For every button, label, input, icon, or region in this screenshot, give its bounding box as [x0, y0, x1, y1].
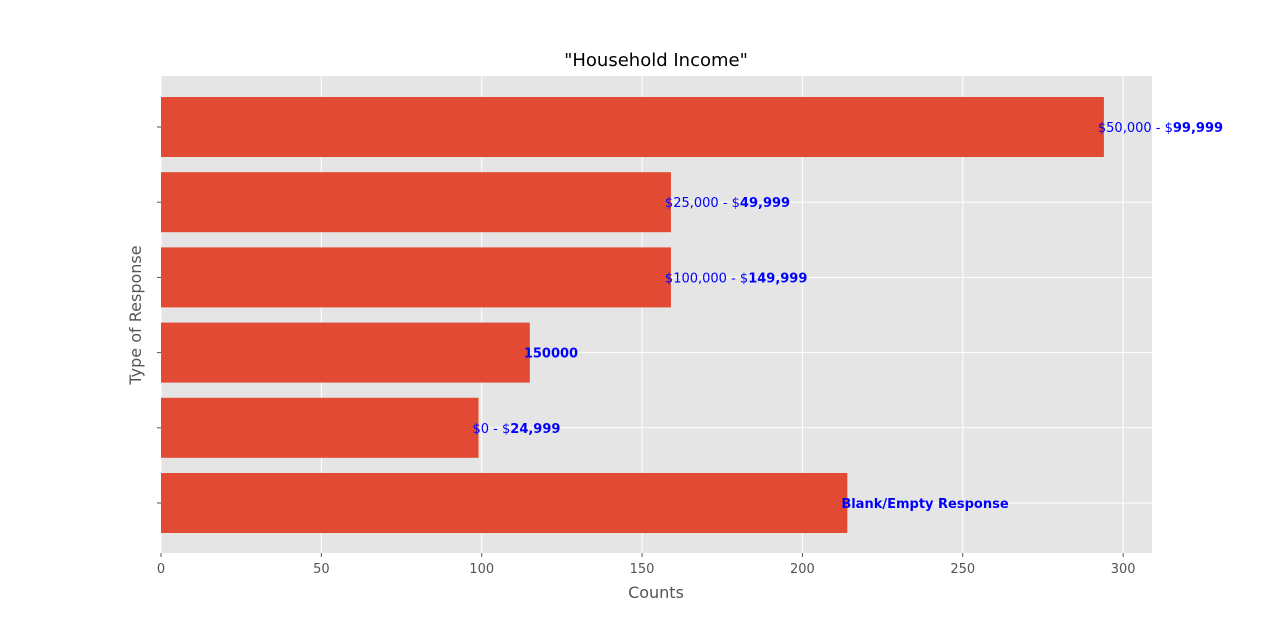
x-tick-label: 200 — [790, 562, 815, 577]
bar-label-bold: 24,999 — [510, 422, 560, 437]
bar-label: 150000 — [524, 347, 578, 362]
bar-label-plain: $25,000 - $ — [665, 196, 740, 211]
x-tick-label: 100 — [469, 562, 494, 577]
bar-label-bold: 99,999 — [1173, 121, 1223, 136]
x-axis-label: Counts — [628, 583, 684, 602]
bar — [161, 247, 671, 308]
bar-label-bold: Blank/Empty Response — [841, 497, 1009, 512]
bar — [161, 473, 848, 533]
bar — [161, 322, 530, 383]
x-tick-label: 300 — [1111, 562, 1136, 577]
x-tick-label: 50 — [313, 562, 330, 577]
bar — [161, 97, 1104, 157]
bar-label-bold: 49,999 — [740, 196, 790, 211]
x-tick-label: 150 — [630, 562, 655, 577]
bar-label: $100,000 - $149,999 — [665, 271, 807, 286]
bar-label-plain: $50,000 - $ — [1098, 121, 1173, 136]
bar-label-plain: $0 - $ — [473, 422, 511, 437]
bar-label: $0 - $24,999 — [473, 422, 561, 437]
bars — [161, 97, 1104, 533]
bar-label-bold: 150000 — [524, 347, 578, 362]
axis-ticks: 0 50 100 150 200 250 300 — [157, 126, 1136, 577]
x-tick-label: 0 — [157, 562, 165, 577]
x-tick-label: 250 — [950, 562, 975, 577]
bar — [161, 397, 479, 458]
bar — [161, 172, 671, 233]
data-labels: $50,000 - $99,999 $25,000 - $49,999 $100,0… — [473, 121, 1224, 512]
bar-label-bold: 149,999 — [748, 271, 807, 286]
bar-label: $50,000 - $99,999 — [1098, 121, 1223, 136]
bar-label: Blank/Empty Response — [841, 497, 1009, 512]
bar-label: $25,000 - $49,999 — [665, 196, 790, 211]
bar-label-plain: $100,000 - $ — [665, 271, 748, 286]
chart-title: "Household Income" — [564, 50, 748, 71]
y-axis-label: Type of Response — [126, 245, 145, 385]
